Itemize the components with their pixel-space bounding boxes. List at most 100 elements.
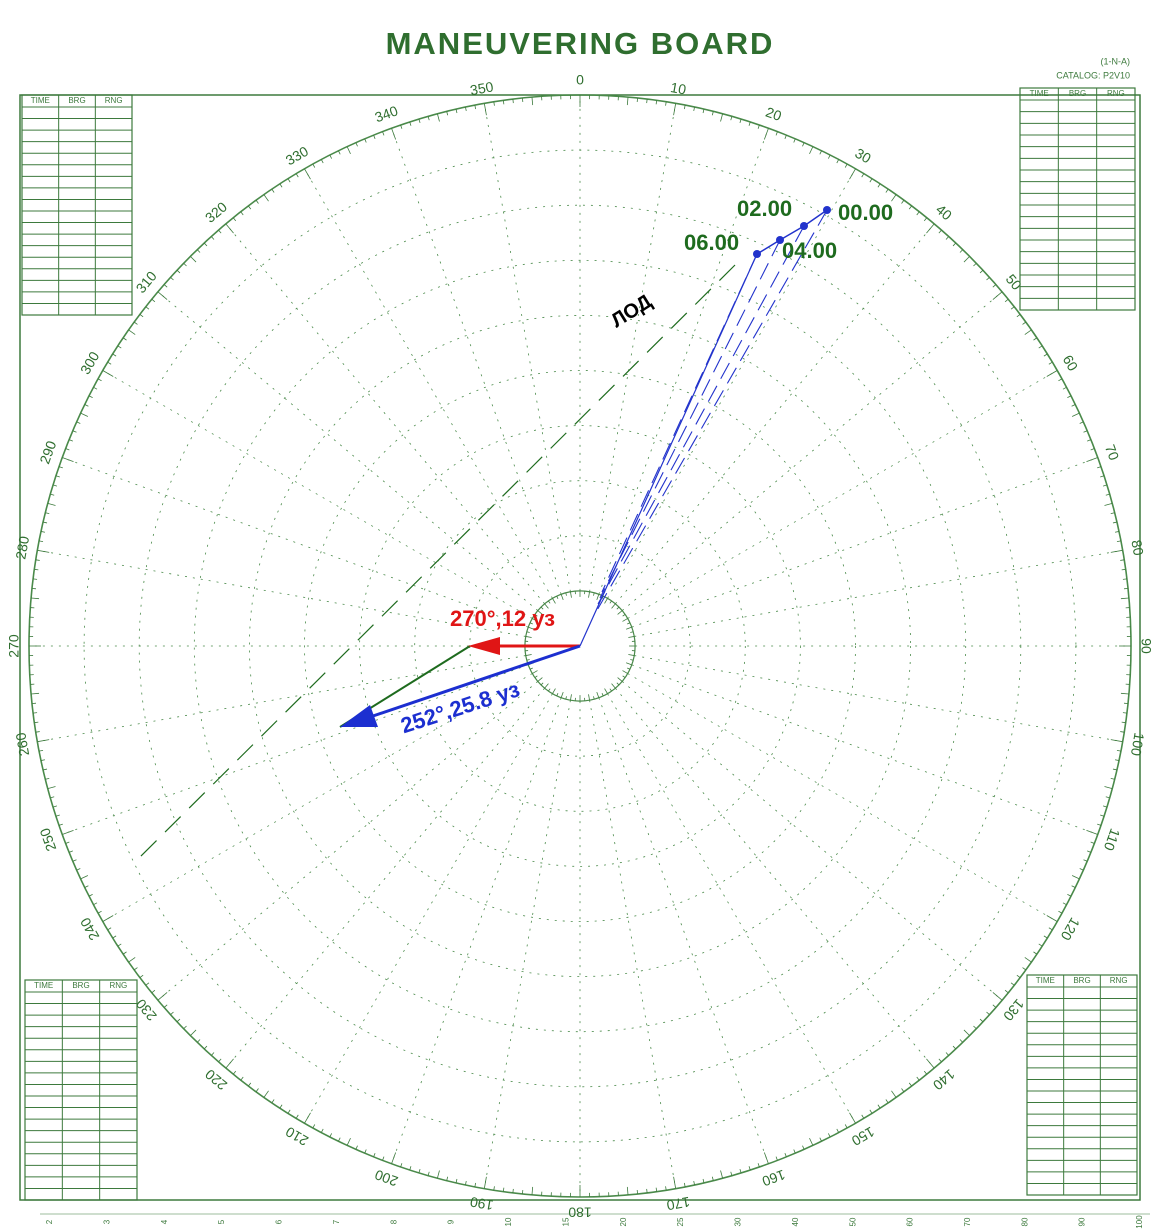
degree-tick	[40, 531, 46, 533]
degree-tick	[1100, 814, 1105, 817]
degree-tick	[47, 503, 56, 506]
degree-tick	[1048, 361, 1053, 365]
radial-line	[62, 457, 529, 628]
radial-line	[391, 128, 562, 595]
degree-tick	[80, 875, 89, 880]
degree-tick	[926, 223, 935, 234]
degree-tick	[531, 97, 534, 106]
bearing-label: 320	[202, 198, 230, 225]
table-header: TIME	[31, 96, 50, 105]
radial-line	[621, 291, 1003, 611]
degree-tick	[992, 992, 1003, 1001]
degree-tick	[1071, 885, 1076, 888]
inner-tick	[529, 622, 533, 625]
bearing-label: 90	[1138, 638, 1154, 654]
degree-tick	[483, 103, 487, 116]
table-header: BRG	[1073, 976, 1090, 985]
degree-tick	[1016, 314, 1021, 318]
inner-tick	[588, 694, 590, 701]
own-vector-label: 270°,12 уз	[450, 606, 555, 631]
degree-tick	[183, 1025, 187, 1030]
degree-tick	[133, 967, 138, 971]
degree-tick	[418, 118, 421, 124]
degree-tick	[225, 223, 234, 234]
degree-tick	[400, 124, 403, 129]
relative-arrow	[340, 705, 378, 727]
degree-tick	[908, 205, 912, 210]
inner-tick	[548, 688, 551, 692]
degree-tick	[263, 1090, 269, 1098]
degree-tick	[97, 910, 102, 914]
lod-label: ЛОД	[607, 291, 656, 333]
degree-tick	[65, 448, 70, 451]
bearing-label: 40	[933, 201, 955, 223]
degree-tick	[711, 1176, 714, 1181]
degree-tick	[190, 256, 197, 263]
degree-tick	[50, 796, 55, 799]
scale-label: 3	[102, 1219, 111, 1224]
degree-tick	[1048, 927, 1053, 931]
degree-tick	[218, 1058, 222, 1063]
degree-tick	[373, 1153, 376, 1158]
relative-vector	[369, 644, 581, 719]
bearing-lines	[595, 209, 828, 613]
own-arrow	[468, 637, 500, 655]
degree-tick	[112, 935, 117, 939]
degree-tick	[1022, 321, 1027, 325]
degree-tick	[93, 902, 98, 906]
bearing-label: 0	[576, 72, 584, 88]
degree-tick	[1102, 805, 1108, 808]
degree-tick	[409, 121, 412, 126]
degree-tick	[748, 1166, 751, 1171]
degree-tick	[844, 1124, 848, 1129]
degree-tick	[1071, 412, 1080, 417]
degree-tick	[427, 116, 430, 121]
degree-tick	[1087, 850, 1092, 853]
degree-tick	[35, 559, 40, 561]
radial-line	[598, 697, 769, 1164]
degree-tick	[128, 329, 136, 335]
degree-tick	[655, 1187, 658, 1192]
degree-tick	[391, 128, 397, 140]
radial-line	[391, 697, 562, 1164]
inner-tick	[609, 688, 612, 692]
degree-tick	[827, 154, 831, 159]
point-label: 02.00	[737, 196, 792, 221]
degree-tick	[502, 100, 505, 105]
degree-tick	[775, 131, 778, 136]
degree-tick	[1062, 386, 1067, 390]
degree-tick	[455, 1178, 458, 1183]
degree-tick	[739, 118, 742, 124]
degree-tick	[255, 1088, 259, 1093]
degree-tick	[869, 1109, 873, 1114]
degree-tick	[225, 1058, 234, 1069]
range-ring	[248, 314, 912, 978]
scale-label: 100	[1135, 1215, 1144, 1229]
radial-line	[62, 664, 529, 835]
degree-tick	[963, 256, 970, 263]
record-table: TIME BRG RNG	[1019, 87, 1136, 311]
degree-tick	[1071, 875, 1080, 880]
bearing-label: 130	[1000, 996, 1027, 1024]
degree-tick	[1114, 531, 1120, 533]
bearing-label: 140	[930, 1066, 958, 1093]
scale-label: 15	[561, 1217, 570, 1226]
degree-tick	[1112, 521, 1117, 524]
inner-tick	[532, 618, 538, 622]
inner-tick	[570, 694, 572, 701]
degree-tick	[151, 298, 156, 303]
degree-tick	[1022, 967, 1027, 971]
degree-tick	[1114, 759, 1120, 761]
inner-tick	[593, 696, 595, 700]
degree-tick	[802, 1145, 805, 1150]
degree-tick	[364, 138, 367, 143]
degree-tick	[531, 1186, 534, 1195]
degree-tick	[809, 146, 814, 155]
degree-tick	[784, 134, 787, 139]
degree-tick	[683, 105, 686, 110]
inner-tick	[630, 659, 634, 661]
degree-tick	[1083, 430, 1088, 433]
degree-tick	[84, 404, 89, 407]
degree-tick	[43, 521, 48, 524]
